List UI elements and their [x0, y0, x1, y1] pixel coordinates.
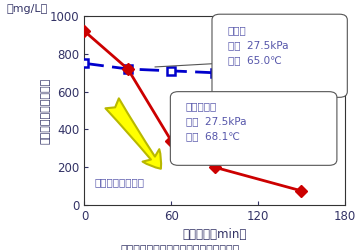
- FancyBboxPatch shape: [212, 14, 347, 97]
- Text: 図２　全還流蝕留による脱水ろ液のアン
モニア性素素濃度の低下: 図２ 全還流蝕留による脱水ろ液のアン モニア性素素濃度の低下: [120, 245, 240, 250]
- X-axis label: 経過時間（min）: 経過時間（min）: [183, 228, 247, 241]
- Text: 濃度が８％に低下: 濃度が８％に低下: [95, 177, 145, 187]
- Text: 全還流蝕留
圧力  27.5kPa
液温  68.1℃: 全還流蝕留 圧力 27.5kPa 液温 68.1℃: [186, 101, 247, 141]
- Y-axis label: アンモニア性素素濃度: アンモニア性素素濃度: [41, 78, 51, 144]
- Text: （mg/L）: （mg/L）: [7, 4, 48, 14]
- Text: 未還流
圧力  27.5kPa
液温  65.0℃: 未還流 圧力 27.5kPa 液温 65.0℃: [228, 26, 288, 65]
- FancyBboxPatch shape: [170, 92, 337, 165]
